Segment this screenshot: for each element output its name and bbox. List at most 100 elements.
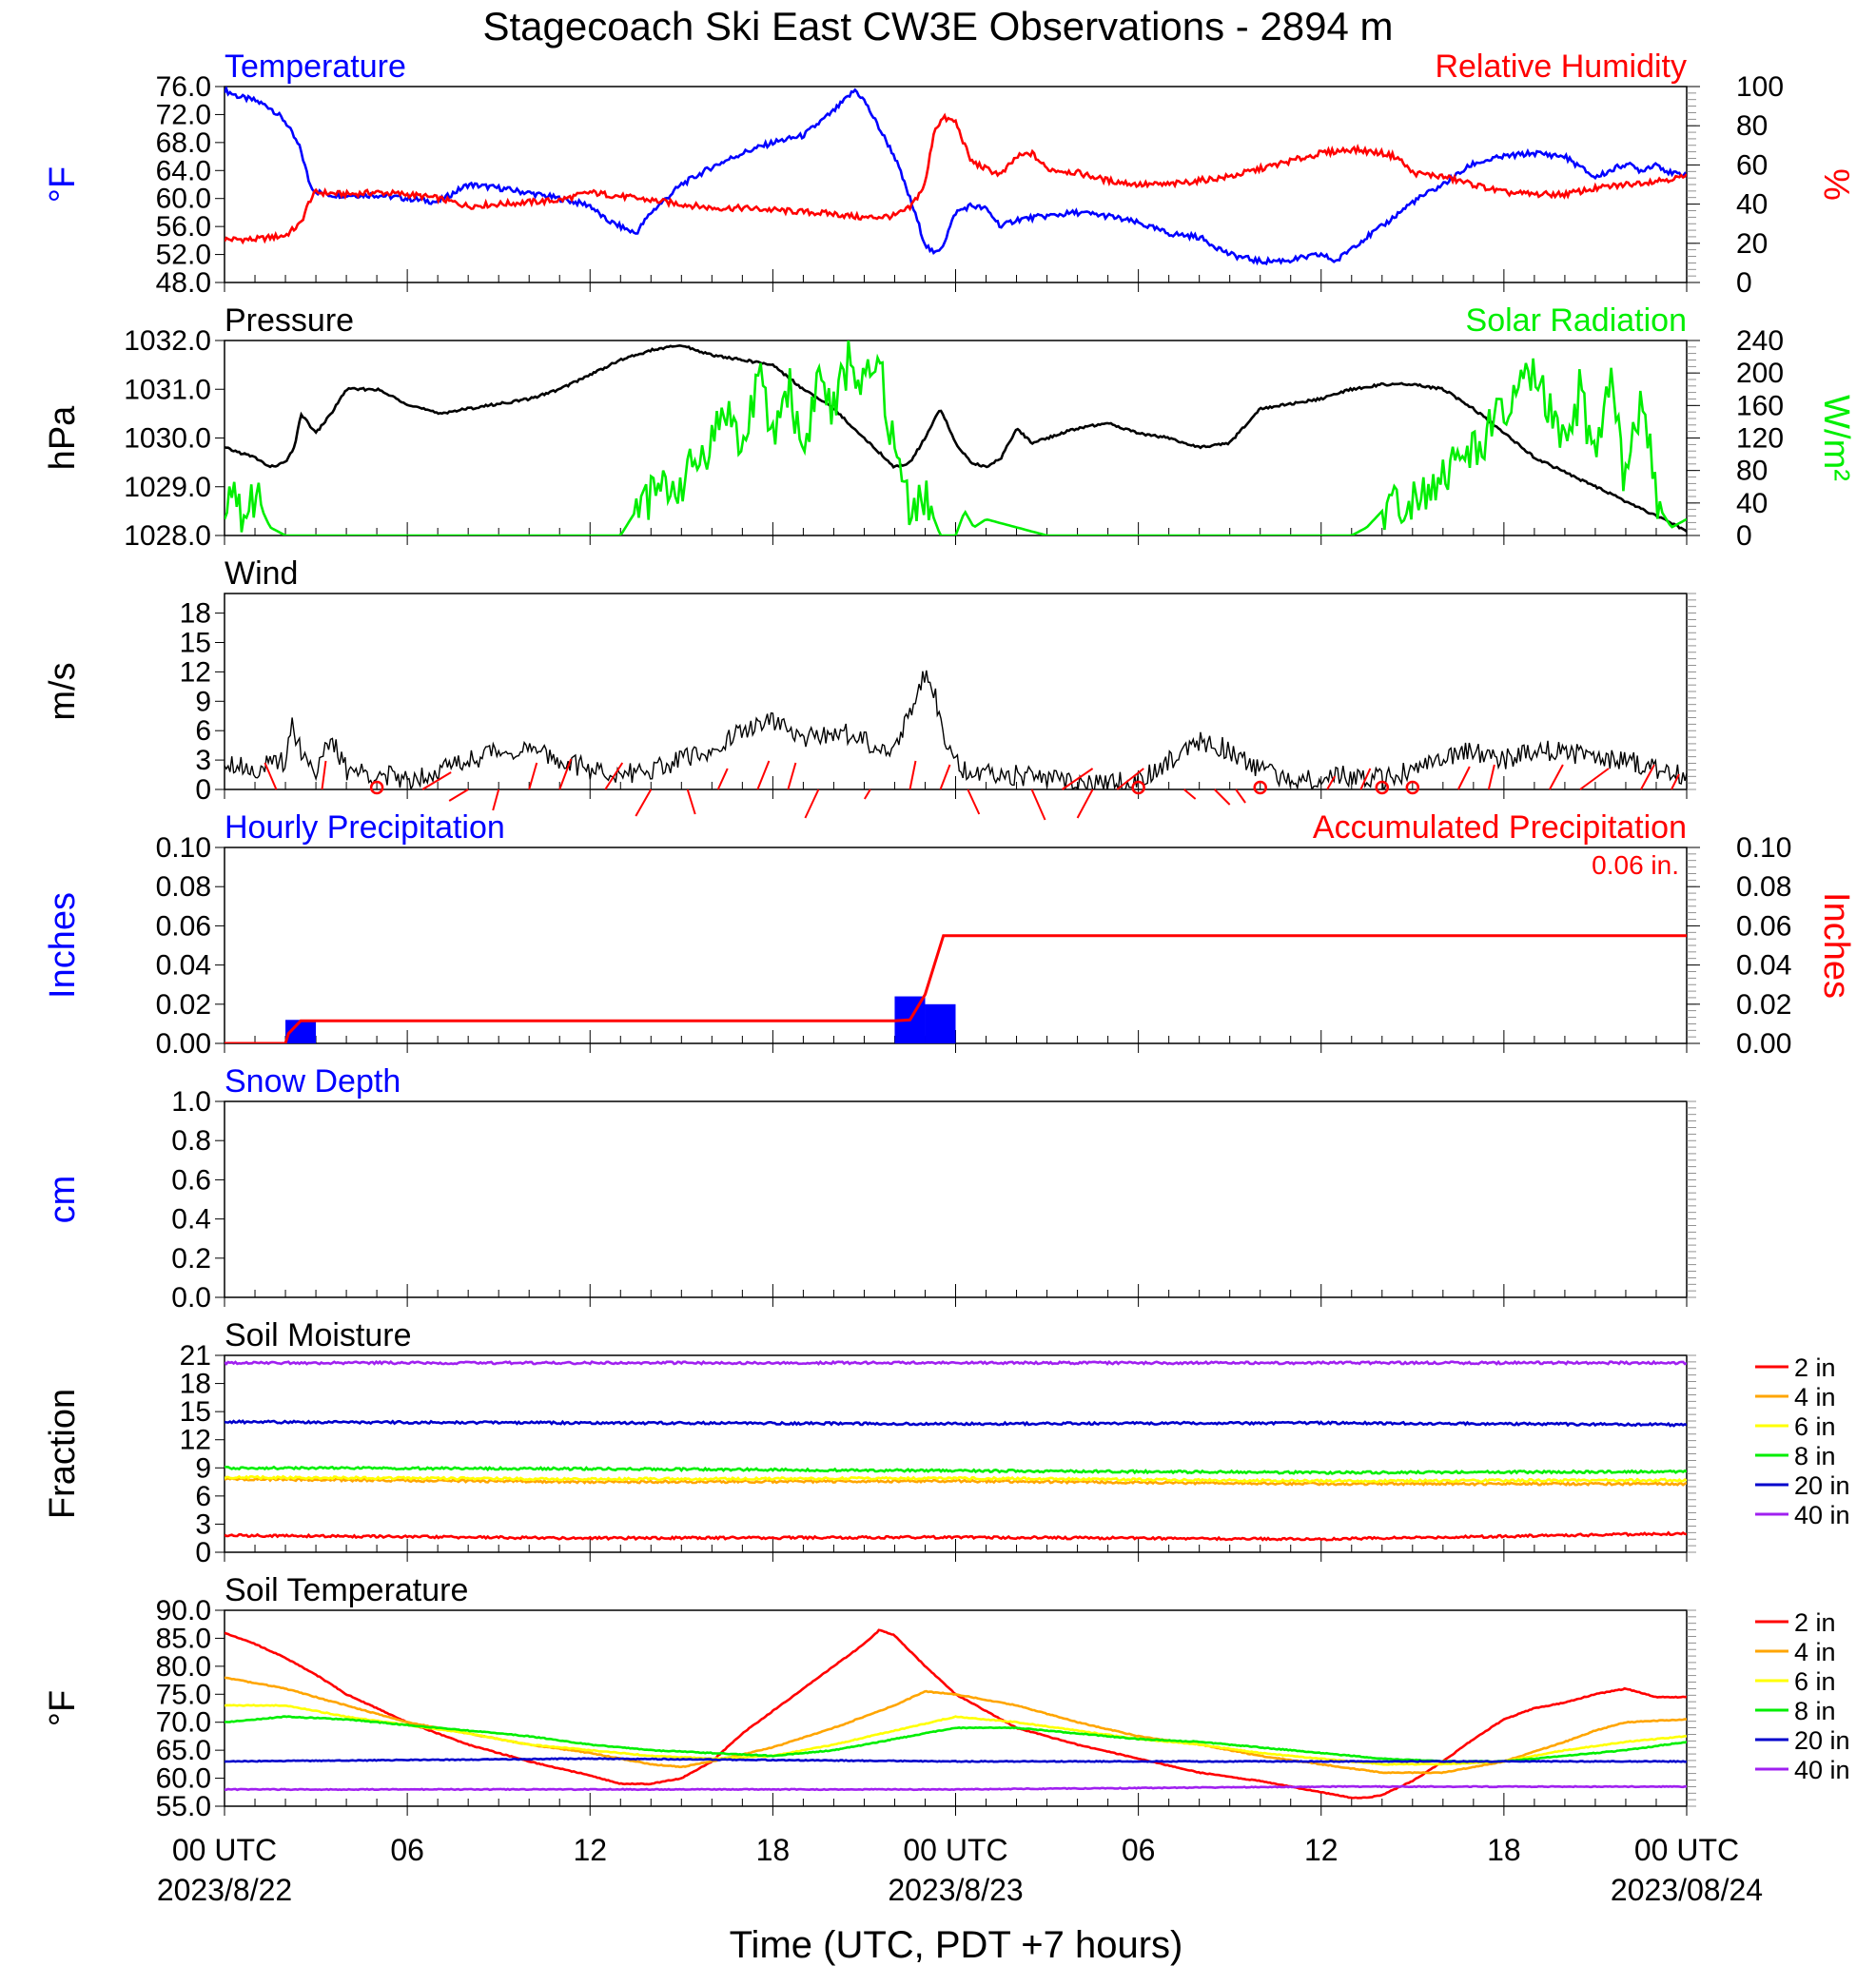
y-tick-label-left: 60.0 — [156, 1763, 211, 1795]
series-line-20in — [225, 1419, 1687, 1428]
wind-barb — [492, 788, 500, 811]
y-tick-label-left: 1029.0 — [124, 472, 211, 503]
y-tick-label-right: 0.02 — [1736, 989, 1791, 1021]
wind-barb — [321, 760, 327, 790]
wind-barb — [1640, 764, 1655, 790]
y-tick-label-left: 12 — [180, 1425, 211, 1456]
y-axis-label-right: W/m² — [1816, 395, 1856, 481]
legend-label: 2 in — [1794, 1353, 1836, 1382]
x-tick-label: 06 — [390, 1833, 424, 1867]
panel-title-left: Snow Depth — [225, 1063, 401, 1100]
wind-barb — [264, 762, 278, 790]
legend-label: 40 in — [1794, 1756, 1850, 1784]
panel-title-left: Temperature — [225, 49, 406, 85]
y-tick-label-right: 0.06 — [1736, 910, 1791, 942]
panel-title-left: Hourly Precipitation — [225, 809, 505, 846]
y-tick-label-left: 0.4 — [171, 1204, 211, 1236]
wind-barb — [1213, 788, 1231, 806]
wind-barb — [448, 788, 469, 802]
y-tick-label-left: 3 — [195, 745, 211, 776]
legend-label: 4 in — [1794, 1383, 1836, 1411]
wind-barb — [1116, 768, 1144, 790]
panel-title-left: Soil Moisture — [225, 1317, 412, 1353]
wind-barb — [863, 788, 871, 800]
wind-barb — [756, 760, 771, 790]
x-axis: 00 UTC 2023/8/22 06 12 18 00 UTC 2023/8/23 06 12… — [157, 1833, 1763, 1907]
wind-calm-marker — [1375, 780, 1390, 795]
wind-barb — [1456, 766, 1471, 790]
series-line-20in — [225, 1757, 1687, 1763]
y-tick-label-left: 1031.0 — [124, 374, 211, 405]
panel-title-right: Accumulated Precipitation — [1313, 809, 1687, 846]
x-tick-label: 12 — [1304, 1833, 1339, 1867]
y-tick-label-left: 76.0 — [156, 71, 211, 103]
y-tick-label-right: 160 — [1736, 390, 1784, 421]
y-tick-label-left: 15 — [180, 628, 211, 659]
y-tick-label-left: 0.8 — [171, 1125, 211, 1157]
legend-label: 20 in — [1794, 1471, 1850, 1500]
y-tick-label-left: 0.0 — [171, 1282, 211, 1314]
series-line-6in — [225, 1474, 1687, 1485]
y-tick-label-left: 70.0 — [156, 1707, 211, 1739]
y-axis-label-left: m/s — [43, 662, 83, 720]
y-tick-label-left: 18 — [180, 598, 211, 630]
y-tick-label-left: 15 — [180, 1396, 211, 1428]
plot-area — [225, 1628, 1687, 1800]
y-tick-label-left: 60.0 — [156, 184, 211, 215]
x-tick-label: 12 — [573, 1833, 607, 1867]
wind-calm-marker — [1131, 780, 1145, 795]
y-tick-label-left: 55.0 — [156, 1791, 211, 1822]
wind-barb — [716, 768, 729, 790]
series-line-4in — [225, 1476, 1687, 1487]
legend-label: 8 in — [1794, 1442, 1836, 1470]
x-tick-label: 00 UTC — [903, 1833, 1007, 1867]
series-line — [225, 670, 1687, 789]
wind-barb — [558, 758, 573, 790]
chart-title: Stagecoach Ski East CW3E Observations - … — [482, 4, 1393, 49]
wind-barb — [528, 762, 538, 790]
panel-title-left: Pressure — [225, 302, 354, 339]
x-tick-label: 06 — [1122, 1833, 1156, 1867]
plot-area — [225, 341, 1687, 535]
panel-soil_temperature: 55.060.065.070.075.080.085.090.0 Soil Tem… — [43, 1572, 1850, 1822]
wind-barb — [967, 788, 981, 815]
y-tick-label-left: 1032.0 — [124, 325, 211, 357]
y-tick-label-right: 60 — [1736, 149, 1768, 181]
wind-barb — [939, 764, 951, 790]
y-tick-label-left: 90.0 — [156, 1595, 211, 1626]
x-tick-label: 00 UTC — [1634, 1833, 1739, 1867]
wind-barb — [1235, 788, 1246, 804]
y-axis-label-left: °F — [43, 166, 83, 203]
y-tick-label-right: 40 — [1736, 189, 1768, 221]
wind-barb — [1359, 768, 1372, 790]
y-tick-label-left: 9 — [195, 1452, 211, 1484]
y-tick-label-right: 200 — [1736, 358, 1784, 389]
y-tick-label-left: 9 — [195, 686, 211, 717]
precip-bar — [925, 1003, 956, 1043]
series-line — [225, 112, 1687, 245]
y-tick-label-left: 0 — [195, 774, 211, 806]
y-tick-label-left: 65.0 — [156, 1735, 211, 1766]
y-tick-label-right: 100 — [1736, 71, 1784, 103]
wind-barb — [635, 788, 653, 817]
series-line — [225, 343, 1687, 533]
wind-barb — [1487, 764, 1495, 790]
y-tick-label-right: 0.08 — [1736, 871, 1791, 903]
y-tick-label-left: 6 — [195, 1481, 211, 1512]
panel-frame — [224, 340, 1688, 536]
y-tick-label-right: 0.04 — [1736, 950, 1791, 982]
y-tick-label-left: 0.10 — [156, 832, 211, 864]
panel-frame — [224, 1354, 1688, 1553]
y-tick-label-left: 64.0 — [156, 155, 211, 186]
x-tick-date: 2023/08/24 — [1611, 1873, 1763, 1907]
x-axis-label: Time (UTC, PDT +7 hours) — [730, 1924, 1183, 1966]
x-tick-label: 18 — [1487, 1833, 1521, 1867]
y-tick-label-left: 21 — [180, 1340, 211, 1372]
y-tick-label-left: 1028.0 — [124, 520, 211, 552]
wind-barb — [804, 788, 820, 819]
wind-barb — [1183, 788, 1197, 800]
series-line — [225, 341, 1687, 535]
